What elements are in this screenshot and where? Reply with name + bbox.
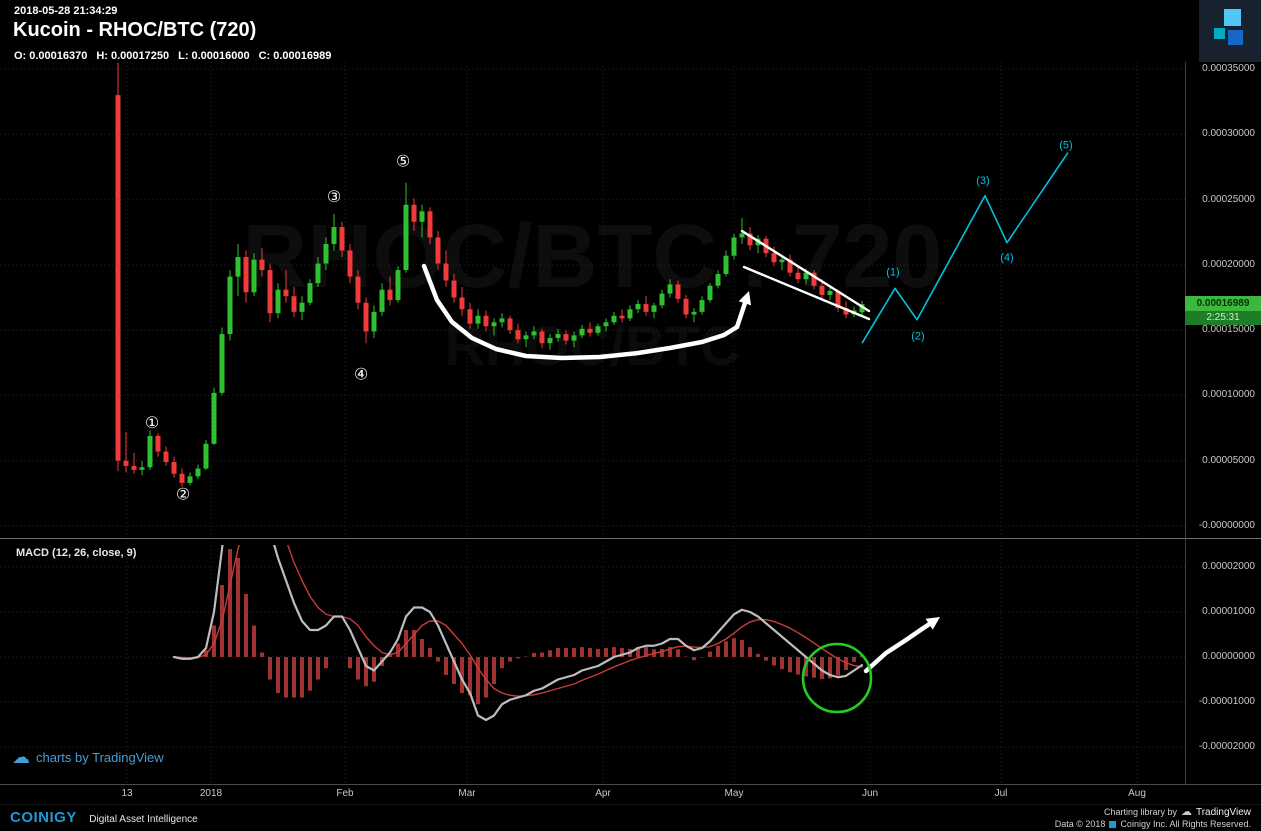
macd-scale-label: 0.00002000 xyxy=(1202,561,1255,572)
price-scale-divider xyxy=(1185,62,1186,784)
macd-scale-label: 0.00001000 xyxy=(1202,606,1255,617)
high-value: 0.00017250 xyxy=(110,50,170,62)
elliott-wave-label: ④ xyxy=(354,365,368,384)
price-scale-label: 0.00025000 xyxy=(1202,193,1255,205)
time-scale-label: 2018 xyxy=(199,788,223,799)
projection-wave-label: (2) xyxy=(911,330,924,342)
time-scale-label: 13 xyxy=(121,788,133,799)
tradingview-link[interactable]: TradingView xyxy=(1195,806,1251,818)
tradingview-logo-icon: ☁ xyxy=(12,747,30,767)
price-scale-label: 0.00030000 xyxy=(1202,128,1255,140)
open-value: 0.00016370 xyxy=(29,50,88,62)
time-scale[interactable]: 13 2018 Feb Mar Apr May Jun Jul Aug xyxy=(0,784,1261,804)
coinigy-logo-icon xyxy=(1199,0,1261,62)
time-scale-label: Aug xyxy=(1128,788,1146,799)
elliott-wave-label: ① xyxy=(145,413,159,432)
macd-scale-label: -0.00001000 xyxy=(1198,696,1255,707)
bar-countdown-label: 2:25:31 xyxy=(1185,311,1261,325)
candles-layer[interactable] xyxy=(115,62,865,487)
macd-indicator-label: MACD (12, 26, close, 9) xyxy=(16,547,137,559)
footer-bar: COINIGY Digital Asset Intelligence Chart… xyxy=(0,804,1261,831)
low-value: 0.00016000 xyxy=(191,50,250,62)
rights-label: Coinigy Inc. All Rights Reserved. xyxy=(1120,818,1251,829)
attribution-text: charts by TradingView xyxy=(36,749,164,765)
time-axis-divider xyxy=(0,784,1261,785)
projection-wave-label: (4) xyxy=(1000,252,1013,264)
macd-scale-label: -0.00002000 xyxy=(1198,741,1255,752)
time-scale-label: Apr xyxy=(595,788,611,799)
price-scale-label: 0.00005000 xyxy=(1202,454,1255,466)
footer-brand-block: COINIGY Digital Asset Intelligence xyxy=(10,809,198,827)
projection-wave-label: (3) xyxy=(976,175,989,187)
logo-square-blue xyxy=(1228,30,1243,45)
coinigy-wordmark[interactable]: COINIGY xyxy=(10,809,77,826)
data-copyright-label: Data © 2018 xyxy=(1054,818,1106,829)
low-label: L: xyxy=(178,50,189,62)
time-scale-label: Mar xyxy=(458,788,476,799)
annotations-layer[interactable] xyxy=(421,229,940,714)
time-scale-label: Feb xyxy=(336,788,354,799)
chart-timestamp: 2018-05-28 21:34:29 xyxy=(14,5,118,17)
chart-title: Kucoin - RHOC/BTC (720) xyxy=(13,19,257,41)
charting-library-by-label: Charting library by xyxy=(1103,806,1177,817)
price-scale-label: 0.00035000 xyxy=(1202,63,1255,74)
time-scale-label: May xyxy=(724,788,744,799)
price-scale-label: 0.00010000 xyxy=(1202,389,1255,401)
close-value: 0.00016989 xyxy=(273,50,332,62)
projection-wave-label: (1) xyxy=(886,266,899,278)
projection-layer[interactable]: (1) (2) (3) (4) (5) xyxy=(861,140,1073,344)
logo-square-teal xyxy=(1214,28,1225,39)
grid xyxy=(0,62,1185,784)
price-scale-label: -0.00000000 xyxy=(1198,520,1255,531)
tradingview-logo-icon: ☁ xyxy=(1180,805,1192,818)
pane-divider[interactable] xyxy=(0,538,1261,539)
elliott-wave-label: ③ xyxy=(327,187,341,206)
logo-square-light xyxy=(1224,9,1241,26)
macd-scale-label: 0.00000000 xyxy=(1202,651,1255,662)
high-label: H: xyxy=(96,50,108,62)
footer-credits-block: Charting library by ☁ TradingView Data ©… xyxy=(1054,805,1251,830)
close-label: C: xyxy=(258,50,271,62)
price-scale-label: 0.00015000 xyxy=(1202,324,1255,336)
current-price-label: 0.00016989 xyxy=(1185,296,1261,311)
open-label: O: xyxy=(14,50,27,62)
projection-wave-label: (5) xyxy=(1059,140,1072,152)
elliott-wave-label: ⑤ xyxy=(396,152,410,171)
coinigy-mini-icon xyxy=(1109,820,1117,828)
tradingview-attribution-link[interactable]: ☁ charts by TradingView xyxy=(12,748,164,766)
price-scale[interactable]: 0.00035000 0.00030000 0.00025000 0.00020000… xyxy=(1186,0,1261,784)
price-scale-label: 0.00020000 xyxy=(1202,258,1255,270)
ohlc-readout: O: 0.00016370 H: 0.00017250 L: 0.00016000 C: 0.… xyxy=(14,50,340,62)
elliott-wave-label: ② xyxy=(176,485,190,504)
macd-layer[interactable] xyxy=(172,450,864,722)
footer-tagline: Digital Asset Intelligence xyxy=(89,814,198,825)
time-scale-label: Jun xyxy=(861,788,879,799)
time-scale-label: Jul xyxy=(994,788,1008,799)
